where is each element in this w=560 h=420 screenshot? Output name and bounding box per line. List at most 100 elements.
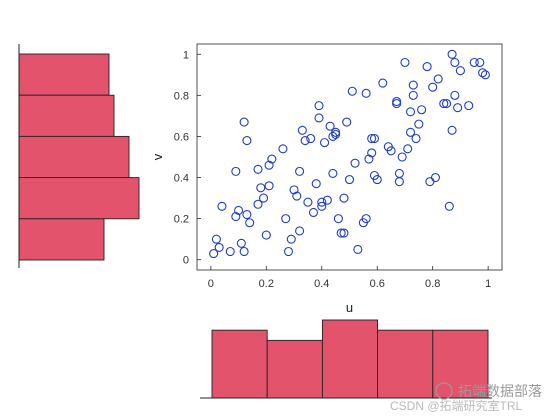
y-tick-label: 1 (183, 49, 189, 61)
data-point (447, 125, 457, 135)
data-point (245, 218, 255, 228)
data-point (267, 154, 277, 164)
bottom-histogram-bar (266, 339, 323, 399)
data-point (300, 136, 310, 146)
x-tick-label: 0.6 (370, 278, 385, 290)
watermark-source: CSDN @拓端研究室TRL (390, 398, 523, 413)
data-point (295, 166, 305, 176)
data-point (314, 101, 324, 111)
data-point (242, 209, 252, 220)
data-point (317, 197, 327, 207)
data-point (333, 214, 343, 224)
data-point (295, 226, 305, 236)
data-point (239, 246, 249, 257)
data-point (239, 117, 249, 127)
data-point (347, 86, 357, 96)
data-point (283, 246, 294, 257)
scatter-plot: 0 0.2 0.4 0.6 0.8 1 0 0.2 0.4 0.6 0.8 1 u v (150, 43, 503, 315)
data-point (289, 185, 299, 195)
data-point (394, 177, 404, 187)
data-point (372, 175, 382, 185)
plot-frame (196, 43, 503, 271)
data-point (342, 117, 352, 127)
data-point (450, 57, 460, 68)
data-point (231, 212, 241, 222)
data-point (350, 158, 360, 168)
y-tick-label: 0.2 (174, 214, 189, 226)
data-point (480, 70, 490, 80)
data-point (378, 78, 388, 88)
data-point (242, 136, 252, 146)
data-point (430, 172, 441, 183)
data-point (411, 133, 421, 144)
data-point (353, 244, 363, 255)
data-point (225, 246, 235, 257)
left-histogram (18, 44, 140, 268)
x-tick-label: 0.8 (425, 278, 440, 290)
bottom-histogram-bar (211, 329, 268, 399)
left-histogram-bar (18, 94, 115, 137)
data-point (211, 234, 221, 244)
y-axis-label: v (150, 153, 165, 160)
y-tick-label: 0 (183, 255, 189, 267)
data-point (328, 168, 338, 178)
data-point (325, 121, 335, 131)
data-point (253, 199, 263, 209)
data-point (336, 228, 346, 238)
data-point (214, 242, 224, 252)
data-point (369, 133, 380, 144)
left-histogram-bar (18, 53, 110, 96)
data-point (392, 96, 402, 107)
data-point (311, 179, 321, 189)
data-point (306, 133, 316, 144)
data-point (292, 191, 302, 201)
watermark-account: 拓端数据部落 (458, 383, 542, 399)
data-point (422, 62, 432, 72)
x-tick-label: 0.4 (314, 278, 329, 290)
data-point (361, 214, 371, 224)
data-point (386, 146, 396, 156)
data-point (344, 175, 355, 185)
data-point (331, 127, 341, 137)
data-point (428, 82, 438, 92)
data-point (317, 201, 327, 211)
data-point (236, 238, 246, 248)
data-point (464, 101, 474, 111)
data-point (339, 193, 349, 203)
data-point (417, 105, 427, 115)
bottom-histogram-bar (321, 319, 379, 399)
data-point (447, 49, 457, 59)
data-point (414, 119, 424, 129)
data-point (405, 127, 416, 137)
data-point (281, 214, 291, 224)
y-tick-label: 0.8 (174, 90, 189, 102)
data-point (217, 201, 227, 211)
data-point (234, 205, 244, 215)
data-point (319, 138, 330, 148)
bottom-histogram-bar (432, 329, 489, 399)
data-point (400, 57, 410, 68)
data-point (286, 234, 296, 244)
data-point (405, 107, 416, 117)
data-point (322, 195, 332, 205)
data-point (308, 207, 319, 218)
data-point (361, 88, 371, 98)
data-point (314, 113, 324, 123)
x-tick-label: 0.2 (259, 278, 274, 290)
scatter-points (209, 49, 490, 259)
data-point (433, 74, 443, 84)
x-tick-label: 0 (208, 278, 214, 290)
left-histogram-bar (18, 218, 105, 261)
data-point (475, 57, 485, 68)
data-point (261, 230, 271, 240)
watermark: 拓端数据部落 CSDN @拓端研究室TRL (390, 382, 542, 413)
data-point (478, 68, 488, 78)
data-point (303, 197, 313, 207)
wechat-icon (435, 382, 453, 400)
x-tick-label: 1 (485, 278, 491, 290)
data-point (403, 144, 413, 154)
left-histogram-bar (18, 135, 130, 179)
y-tick-label: 0.6 (174, 131, 189, 143)
data-point (264, 160, 274, 170)
data-point (397, 152, 407, 162)
